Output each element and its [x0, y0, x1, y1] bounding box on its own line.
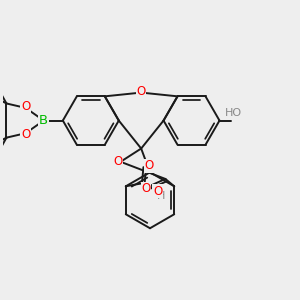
Text: O: O	[145, 159, 154, 172]
Text: O: O	[21, 100, 30, 113]
Text: O: O	[136, 85, 146, 98]
Text: O: O	[113, 155, 122, 168]
Text: HO: HO	[225, 108, 242, 118]
Text: O: O	[153, 184, 162, 197]
Text: O: O	[21, 128, 30, 141]
Text: B: B	[39, 114, 48, 127]
Text: O: O	[142, 182, 151, 195]
Text: H: H	[157, 191, 165, 201]
